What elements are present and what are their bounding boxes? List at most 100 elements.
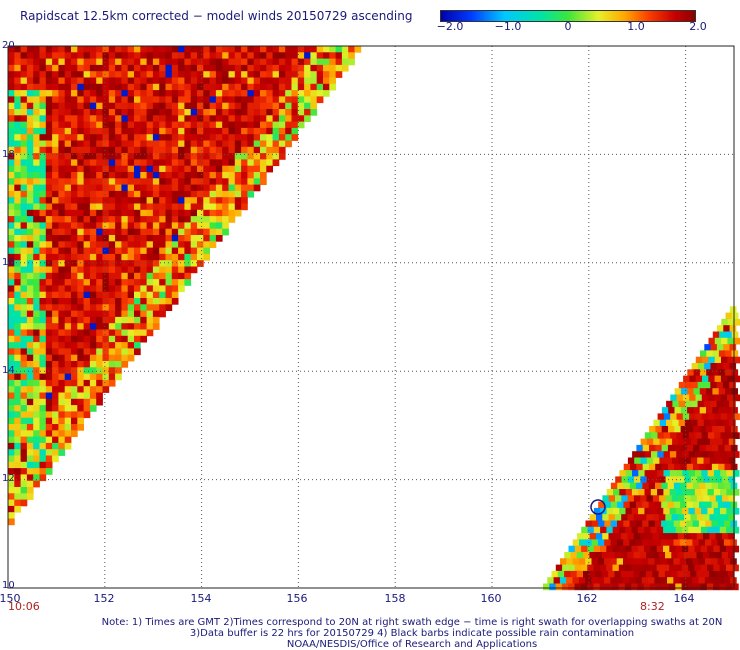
swath-cell bbox=[115, 367, 122, 374]
swath-cell bbox=[184, 266, 192, 274]
swath-cell bbox=[716, 457, 723, 465]
swath-cell bbox=[26, 109, 34, 116]
swath-cell bbox=[278, 77, 286, 85]
swath-cell bbox=[33, 417, 40, 425]
swath-cell bbox=[717, 558, 725, 565]
swath-cell bbox=[39, 379, 47, 387]
swath-cell bbox=[667, 558, 674, 565]
swath-cell bbox=[589, 570, 596, 578]
swath-cell bbox=[165, 209, 173, 217]
swath-cell bbox=[134, 121, 141, 129]
swath-cell bbox=[323, 77, 330, 85]
swath-cell bbox=[33, 373, 40, 381]
swath-cell bbox=[572, 539, 580, 547]
swath-cell bbox=[190, 140, 198, 148]
swath-cell bbox=[52, 379, 59, 387]
swath-cell bbox=[222, 228, 229, 236]
swath-cell bbox=[234, 153, 242, 160]
swath-cell bbox=[610, 539, 618, 547]
swath-cell bbox=[234, 146, 242, 154]
swath-cell bbox=[651, 451, 658, 458]
swath-cell bbox=[39, 436, 47, 444]
swath-cell bbox=[39, 285, 47, 293]
swath-cell bbox=[159, 140, 166, 148]
swath-cell bbox=[646, 438, 654, 446]
swath-cell bbox=[45, 354, 53, 362]
swath-cell bbox=[102, 165, 110, 173]
swath-cell bbox=[77, 90, 84, 97]
swath-cell bbox=[253, 146, 261, 154]
swath-cell bbox=[33, 398, 40, 406]
swath-cell bbox=[285, 102, 292, 110]
swath-cell bbox=[134, 316, 141, 324]
swath-cell bbox=[89, 329, 97, 337]
swath-cell bbox=[247, 102, 255, 110]
swath-cell bbox=[20, 272, 28, 280]
swath-cell bbox=[701, 413, 709, 421]
swath-cell bbox=[691, 381, 699, 389]
swath-cell bbox=[102, 216, 110, 223]
swath-cell bbox=[625, 507, 633, 515]
swath-cell bbox=[178, 247, 185, 255]
swath-cell bbox=[310, 71, 318, 78]
swath-cell bbox=[639, 570, 647, 578]
swath-cell bbox=[683, 570, 691, 578]
swath-cell bbox=[646, 476, 654, 484]
swath-cell bbox=[585, 520, 593, 528]
swath-cell bbox=[14, 184, 21, 192]
swath-cell bbox=[222, 71, 229, 78]
swath-cell bbox=[297, 121, 305, 129]
swath-cell bbox=[14, 348, 21, 356]
swath-cell bbox=[89, 216, 97, 223]
swath-cell bbox=[614, 514, 622, 521]
swath-cell bbox=[26, 159, 34, 167]
swath-cell bbox=[14, 64, 21, 72]
swath-cell bbox=[215, 46, 223, 53]
swath-cell bbox=[197, 184, 204, 192]
swath-cell bbox=[266, 83, 273, 91]
swath-cell bbox=[708, 375, 715, 383]
swath-cell bbox=[234, 184, 242, 192]
swath-cell bbox=[77, 405, 84, 412]
swath-cell bbox=[656, 564, 664, 572]
swath-cell bbox=[297, 102, 305, 110]
swath-cell bbox=[26, 480, 34, 488]
swath-cell bbox=[684, 419, 692, 427]
swath-cell bbox=[159, 165, 166, 173]
swath-cell bbox=[39, 279, 47, 286]
swath-cell bbox=[33, 436, 40, 444]
swath-cell bbox=[203, 228, 210, 236]
swath-cell bbox=[26, 411, 34, 419]
swath-cell bbox=[297, 96, 305, 104]
swath-cell bbox=[146, 228, 154, 236]
swath-cell bbox=[20, 96, 28, 104]
swath-cell bbox=[8, 216, 15, 223]
swath-cell bbox=[675, 564, 683, 572]
swath-cell bbox=[197, 222, 204, 230]
swath-cell bbox=[108, 52, 116, 59]
swath-cell bbox=[266, 46, 273, 53]
swath-cell bbox=[45, 379, 53, 387]
swath-cell bbox=[146, 178, 154, 185]
swath-cell bbox=[624, 583, 632, 591]
swath-cell bbox=[20, 266, 28, 274]
swath-cell bbox=[39, 348, 47, 356]
swath-cell bbox=[686, 558, 693, 565]
swath-cell bbox=[712, 388, 720, 395]
right-swath-time: 8:32 bbox=[640, 600, 665, 613]
swath-cell bbox=[704, 344, 711, 351]
swath-cell bbox=[718, 388, 726, 395]
swath-cell bbox=[121, 83, 129, 91]
swath-cell bbox=[20, 392, 28, 400]
swath-cell bbox=[127, 342, 135, 349]
swath-cell bbox=[64, 46, 72, 53]
swath-cell bbox=[165, 178, 173, 185]
swath-cell bbox=[8, 121, 15, 129]
swath-cell bbox=[190, 184, 198, 192]
swath-cell bbox=[102, 109, 110, 116]
swath-cell bbox=[701, 394, 709, 402]
swath-cell bbox=[45, 424, 53, 431]
swath-cell bbox=[140, 241, 147, 248]
swath-cell bbox=[165, 153, 173, 160]
swath-cell bbox=[304, 71, 311, 78]
